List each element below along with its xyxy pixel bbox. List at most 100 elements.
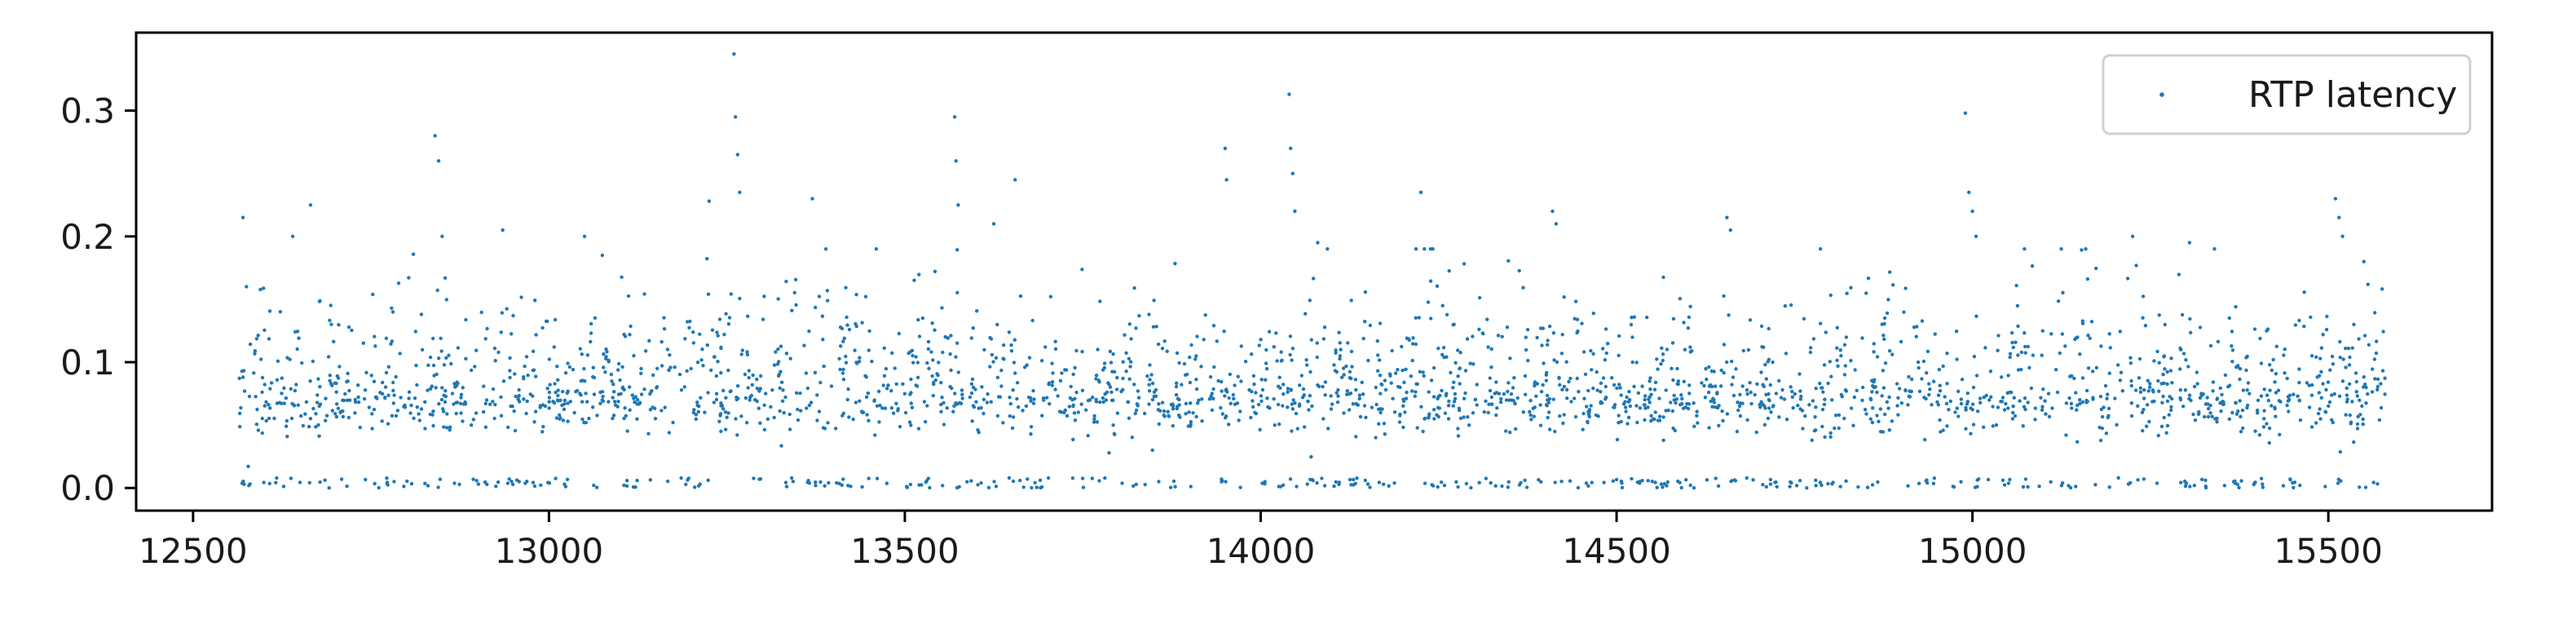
data-point [1259,378,1264,382]
data-point [1129,337,1133,341]
data-point [2156,378,2160,383]
data-point [390,306,394,310]
data-point [540,430,545,434]
data-point [902,392,907,396]
data-point [405,479,409,484]
data-point [728,389,732,394]
data-point [863,374,867,378]
data-point [338,409,343,414]
data-point [1746,347,1751,352]
data-point [1473,397,1478,401]
data-point [1714,405,1718,409]
data-point [1674,401,1678,405]
data-point [1603,358,1608,362]
data-point [772,415,776,420]
data-point [1414,390,1418,394]
data-point [2058,351,2062,356]
data-point [1849,285,1853,290]
data-point [494,485,498,489]
data-point [2278,432,2282,436]
data-point [740,348,744,352]
data-point [1212,365,1216,370]
data-point [426,484,430,488]
data-point [1814,387,1818,391]
data-point [2074,485,2078,489]
data-point [2022,396,2027,401]
data-point [2309,393,2314,397]
data-point [1227,396,1231,401]
data-point [968,395,973,400]
data-point [2023,351,2027,355]
data-point [1822,363,1827,367]
data-point [1410,389,1414,393]
data-point [642,292,646,296]
data-point [543,404,548,409]
data-point [1443,411,1448,415]
data-point [716,334,720,338]
x-tick-label: 15000 [1918,531,2027,571]
data-point [1432,408,1436,412]
data-point [1152,390,1157,394]
data-point [1157,422,1162,427]
data-point [1293,209,1297,214]
data-point [1290,402,1295,406]
data-point [1108,385,1113,389]
data-point [877,420,881,424]
data-point [1789,480,1793,485]
data-point [2356,414,2360,418]
data-point [1091,396,1095,400]
data-point [679,388,684,392]
data-point [254,337,259,341]
data-point [2352,322,2356,326]
data-point [245,285,249,289]
data-point [1513,401,1517,405]
data-point [1625,422,1630,426]
data-point [1259,394,1264,398]
data-point [1500,334,1504,339]
data-point [840,371,845,375]
data-point [381,380,385,385]
data-point [1185,372,1189,377]
data-point [1389,381,1393,385]
data-point [1925,349,1930,353]
data-point [1653,480,1657,485]
data-point [995,322,999,327]
data-point [917,272,921,277]
data-point [798,391,802,396]
data-point [2169,408,2173,413]
data-point [1784,418,1789,422]
data-point [1287,92,1291,96]
data-point [1626,415,1631,419]
data-point [2326,380,2331,384]
data-point [2366,392,2370,396]
data-point [663,405,667,409]
data-point [2164,431,2168,435]
data-point [1357,396,1361,401]
data-point [1199,365,1203,369]
data-point [420,347,425,352]
data-point [1457,406,1462,410]
data-point [756,406,761,410]
data-point [1819,247,1823,251]
data-point [1108,349,1113,353]
data-point [1506,485,1511,489]
data-point [860,485,864,489]
data-point [1401,404,1405,408]
data-point [1346,341,1350,345]
data-point [1567,379,1571,384]
data-point [509,480,514,484]
data-point [1511,399,1515,403]
data-point [2078,397,2082,402]
data-point [1080,268,1084,272]
data-point [2283,347,2287,352]
data-point [1374,402,1378,407]
data-point [2355,422,2360,427]
data-point [2162,415,2166,420]
data-point [1011,415,1016,419]
data-point [762,427,767,431]
data-point [1947,408,1951,412]
data-point [1267,330,1272,334]
data-point [298,480,302,485]
data-point [717,419,721,423]
data-point [391,388,395,392]
